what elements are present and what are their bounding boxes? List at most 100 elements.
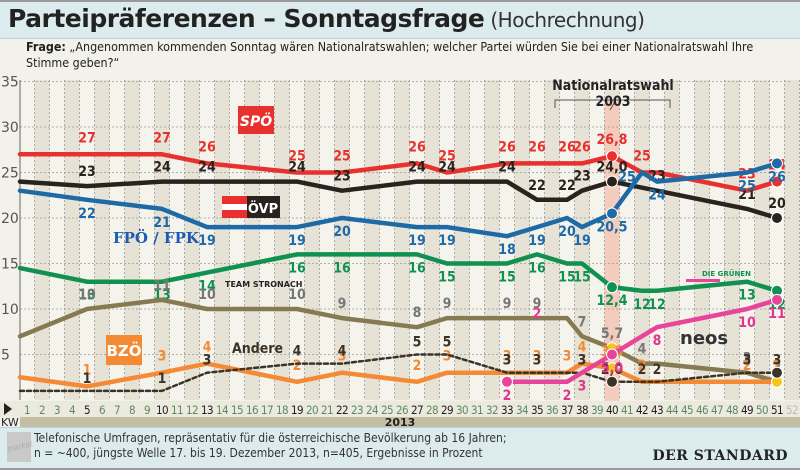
data-label: 3: [533, 349, 542, 365]
data-label: 3: [503, 349, 512, 365]
week-band: [94, 80, 110, 400]
week-band: [694, 80, 710, 400]
x-tick-label: 37: [561, 403, 573, 417]
data-label: 7: [578, 314, 587, 330]
series-line: [17, 252, 780, 294]
week-band: [364, 80, 380, 400]
data-label: 14: [198, 279, 216, 295]
data-label: 3: [743, 353, 752, 369]
data-label: 19: [408, 233, 426, 249]
data-label: 24: [153, 160, 171, 176]
data-label: 8: [413, 305, 422, 321]
data-point-marker: [606, 362, 618, 375]
x-tick-label: 35: [531, 403, 543, 417]
data-label: 11: [768, 306, 786, 322]
data-label: 2: [653, 362, 662, 378]
fpoe-logo-text: FPÖ / FPK: [113, 228, 200, 247]
x-axis-label: KW: [1, 416, 19, 427]
data-label: 21: [153, 215, 171, 231]
data-label: 25: [738, 179, 756, 195]
x-tick-label: 22: [336, 403, 348, 417]
x-tick-label: 12: [186, 403, 198, 417]
data-label: 1: [83, 362, 92, 378]
data-label: 15: [438, 270, 456, 286]
data-label: 15: [558, 270, 576, 286]
data-label: 1: [158, 371, 167, 387]
data-label: 26: [573, 139, 591, 155]
spoe-logo: [238, 106, 274, 134]
series-line: [18, 353, 779, 393]
data-label: 26: [768, 169, 786, 185]
data-label: 3: [578, 379, 587, 395]
data-label: 2: [563, 388, 572, 404]
week-band: [274, 80, 290, 400]
week-band: [574, 80, 590, 400]
x-tick-label: 7: [114, 403, 120, 417]
data-label: 19: [198, 233, 216, 249]
data-label: 10: [738, 315, 756, 331]
data-label: 23: [333, 169, 351, 185]
data-label: 2: [413, 358, 422, 374]
data-point-marker: [606, 150, 618, 163]
data-label: 16: [333, 260, 351, 276]
x-tick-label: 17: [261, 403, 273, 417]
y-tick-label: 30: [1, 120, 19, 136]
data-label: 9: [338, 296, 347, 312]
data-label: 3: [773, 353, 782, 369]
data-label: 5: [443, 335, 452, 351]
data-label: 20,5: [596, 219, 627, 235]
week-band: [754, 80, 770, 400]
x-tick-label: 48: [726, 403, 738, 417]
week-band: [484, 80, 500, 400]
data-label: 10: [198, 287, 216, 303]
week-band: [394, 80, 410, 400]
week-band: [244, 80, 260, 400]
oevp-logo-flag-stripe: [222, 204, 247, 210]
x-tick-label: 16: [246, 403, 258, 417]
data-label: 4: [578, 340, 587, 356]
annotation-bracket: [554, 99, 671, 111]
x-tick-label: 40: [606, 403, 618, 417]
data-label: 24: [408, 160, 426, 176]
data-label: 24,0: [596, 160, 627, 176]
y-tick-label: 35: [1, 75, 19, 91]
data-point-marker: [606, 375, 618, 388]
data-label: 4: [293, 344, 302, 360]
data-label: 19: [438, 233, 456, 249]
data-label: 24: [288, 160, 306, 176]
data-label: 23: [573, 169, 591, 185]
x-tick-label: 24: [366, 403, 378, 417]
data-label: 27: [153, 130, 171, 146]
week-band: [34, 80, 50, 400]
data-label: 25: [618, 169, 636, 185]
x-tick-label: 52: [786, 403, 798, 417]
x-tick-label: 42: [636, 403, 648, 417]
bzoe-logo-text: BZÖ: [106, 341, 141, 360]
data-label: 18: [498, 242, 516, 258]
chart-subtitle: (Hochrechnung): [490, 8, 645, 32]
x-tick-label: 45: [681, 403, 693, 417]
data-point-marker: [771, 212, 783, 224]
x-tick-label: 30: [456, 403, 468, 417]
annotation-year: 2003: [595, 94, 630, 110]
data-label: 26: [198, 139, 216, 155]
week-band: [544, 80, 560, 400]
x-tick-label: 41: [621, 403, 633, 417]
data-label: 2: [743, 358, 752, 374]
data-label: 23: [78, 164, 96, 180]
x-tick-label: 4: [69, 403, 75, 417]
data-label: 3: [338, 349, 347, 365]
y-tick-label: 10: [1, 302, 19, 318]
data-label: 4: [338, 344, 347, 360]
chart-title: Parteipräferenzen – Sonntagsfrage (Hochre…: [8, 4, 645, 33]
data-label: 21: [738, 187, 756, 203]
data-label: 27: [78, 130, 96, 146]
spoe-logo-text: SPÖ: [240, 112, 272, 130]
market-logo: market: [6, 432, 33, 462]
data-label: 25: [633, 149, 651, 165]
data-label: 5,7: [601, 326, 623, 342]
series-line: [17, 161, 780, 239]
data-label: 26: [528, 139, 546, 155]
data-label: 9: [533, 296, 542, 312]
